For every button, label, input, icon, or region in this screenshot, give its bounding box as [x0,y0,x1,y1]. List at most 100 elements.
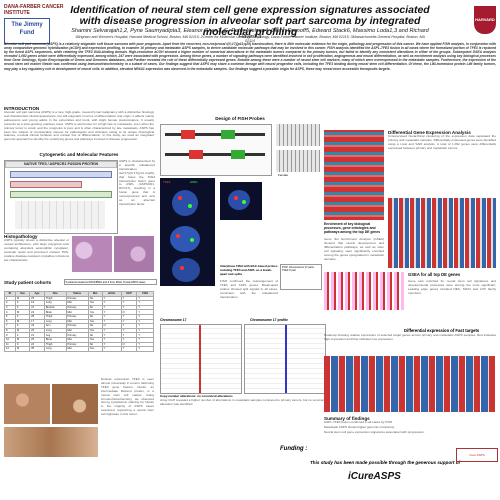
acgh-plot-2-trace [285,325,287,393]
patients-section: Study patient cohorts 5 patients treated… [4,279,157,352]
table-row: 12 M 35 Lung Met Yes Y Y Y [4,346,154,352]
fusion-diagram: NATIVE TFE3 / ASPSCR1 FUSION PROTEIN [4,160,118,234]
icure-asps-logo: iCureASPS [348,471,401,482]
fish-signal-red-2 [176,234,180,238]
fish-heading: Design of FISH Probes [215,116,265,121]
aspl-gene-bar [10,181,82,188]
acgh-plot-2 [244,324,326,394]
histo-text: ASPS typically shows a distinctive alveo… [4,239,69,262]
probe-green-1 [221,130,235,139]
fish-signal-red-1 [178,196,182,200]
nestin-ihc-image-3 [4,427,98,457]
jimmy-fund-logo: The Jimmy Fund [4,18,50,44]
probe-red-2 [189,150,203,159]
summary-item-2: Metastatic ASPS shows higher genomic com… [324,426,395,429]
dana-farber-logo: DANA-FARBER CANCER INSTITUTE The Jimmy F… [4,4,64,44]
interphase-nucleus [228,190,250,210]
patients-heading: Study patient cohorts [4,280,52,285]
acgh-plot-1 [160,324,242,394]
acgh-plot-1-trace [199,325,201,393]
poster-title: Identification of neural stem cell gene … [70,4,430,38]
patients-note: 5 patients treated at DFCI/BWH and 3 fro… [64,279,157,285]
summary-item-1: ASPL-TFE3 fusion confirmed in all cases … [324,421,394,424]
acgh-chr-profile-label: Chromosome 17 profile [250,318,288,322]
gsea-text: Gene sets enriched for neural stem cell … [408,280,496,295]
intro-text: Alveolar soft part sarcoma (ASPS) is a r… [4,111,154,142]
authors-line: Shamini Selvarajah1,2, Pyne Saumyadipta3… [71,28,429,40]
fish-label-tfe3: TFE3 [163,180,171,184]
table-cell: Yes [87,346,103,352]
histo-section: Histopathology ASPS typically shows a di… [4,234,154,273]
table-cell: 35 [29,346,45,352]
interphase-text: FISH confirmed the rearrangement of TFE3… [220,280,278,299]
acgh-note-heading: Copy number alterations: no consistent a… [160,394,233,398]
fish-nucleus-2 [170,226,200,252]
funding-label: Funding : [280,446,308,452]
enrich-text: Gene Set Enrichment Analysis (GSEA) show… [324,238,384,261]
cyto-side-text: ASPS is characterized by a specific unba… [119,160,155,206]
intro-heading: INTRODUCTION [4,106,40,111]
table-cell: Lung [43,346,67,352]
table-cell: Met [65,346,89,352]
table-row: 2 F 19 Lung Met Yes Y Y Y [4,300,154,306]
patients-table: ID Sex Age Site Status Met aCGH GEP FISH 1 M 25 Thi… [4,291,154,352]
probe-chrom-line-1 [165,133,265,136]
karyotype-female-label: Female [278,173,289,177]
acgh-note-text: Array CGH revealed a higher number of ab… [160,399,325,406]
interphase-image [220,182,262,220]
expression-section: Differential Gene Expression Analysis Un… [388,130,496,195]
expression-heading: Differential Gene Expression Analysis [388,130,471,135]
karyotype-panels: Female [276,124,320,177]
fish-signal-green-2 [190,238,194,242]
interphase-signal-red [234,196,238,200]
table-cell: Y [120,346,138,352]
abstract-text: Alveolar soft part sarcoma (ASPS) is a r… [4,42,496,71]
cyto-heading: Cytogenetic and Molecular Features [39,152,119,157]
logo-dana-farber-text: DANA-FARBER CANCER INSTITUTE [4,4,64,16]
summary-item-3: Neural stem cell gene expression signatu… [324,431,425,434]
fish-signal-red-3 [180,266,184,270]
acgh-chr-label: Chromosome 17 [160,318,187,322]
nestin-ihc-image-1 [4,384,50,424]
table-cell: 12 [4,346,16,352]
fish-signal-green-1 [188,204,192,208]
histo-heading: Histopathology [4,234,38,239]
table-cell: Y [101,346,122,352]
cyto-section: Cytogenetic and Molecular Features NATIV… [4,152,155,234]
fusion-gene-bar [10,191,112,198]
fish-nucleus-1 [172,190,198,216]
table-cell: Y [136,346,154,352]
karyotype-panel-1 [276,124,320,146]
fish-probe-map [160,124,272,176]
enrich-heading: Enrichment of key biological processes, … [324,222,381,234]
expression-text: Unsupervised hierarchical clustering of … [388,135,496,150]
probe-chrom-line-2 [165,153,265,156]
cure-asps-logo: Cure ASPS [456,448,498,462]
table-cell: M [14,346,31,352]
funding-text: This study has been made possible throug… [310,460,461,465]
expression-heatmap-right [388,198,496,268]
fish-legend: PCR: chromosome 17 pairs, TFE3 X pair [280,264,322,290]
histology-image-2 [114,236,154,272]
jimmy-fund-text: The Jimmy Fund [11,22,43,36]
interphase-signal-green [242,200,246,204]
fusion-domain-schematic [15,201,105,229]
kegg-heading: Differential expression of Fast targets [404,328,480,333]
expression-heatmap-main [324,130,384,220]
probe-green-2 [231,150,245,159]
tfe3-gene-bar [10,171,112,178]
table-row: 7 F 33 Arm Primary No N Y Y [4,323,154,329]
fish-nucleus-3 [172,258,200,282]
fish-image-column: TFE3 ASPL [160,178,215,286]
harvard-logo-text: HARVARD [475,17,495,22]
fish-label-aspl: ASPL [190,180,198,184]
interphase-title: Interphase FISH with BAC-based probes is… [220,264,278,276]
heatmap-main-cells [324,130,384,220]
nestin-text: Nuclear expression TFE3 is seen almost u… [101,378,154,417]
probe-red-1 [181,130,195,139]
patients-table-body: 1 M 25 Thigh Primary No Y Y Y 2 F 19 Lung Met Yes Y Y Y 3 F… [4,295,154,352]
fish-section: Design of FISH Probes Female [160,116,320,177]
gsea-plot [324,272,404,310]
intro-section: INTRODUCTION Alveolar soft part sarcoma … [4,106,154,151]
karyotype-panel-2 [276,150,320,172]
